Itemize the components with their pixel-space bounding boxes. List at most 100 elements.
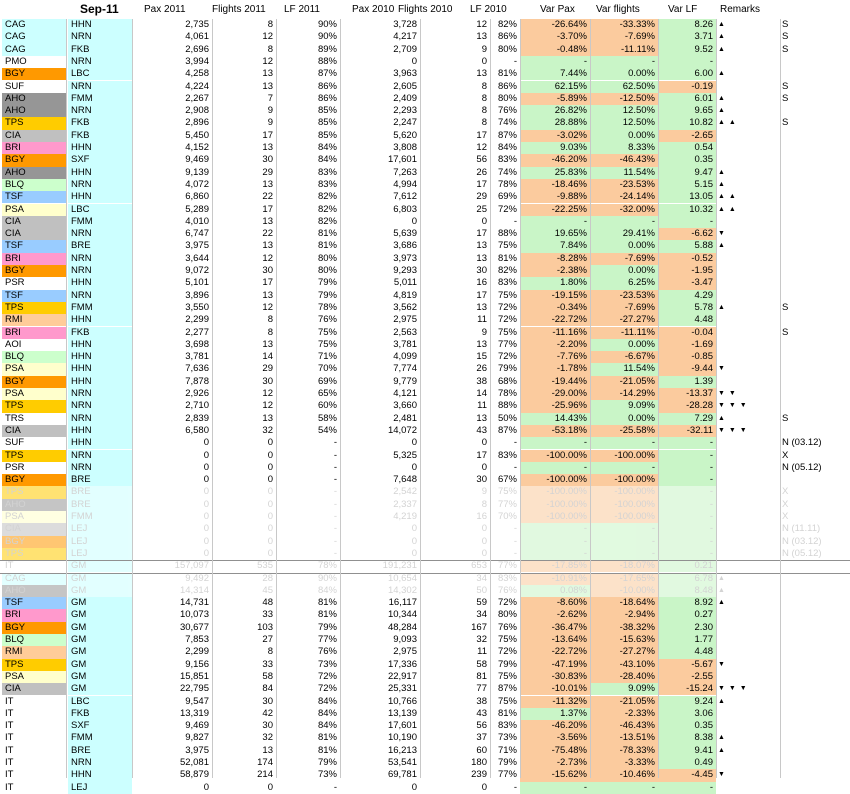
lf-2011-cell: 84%: [317, 707, 337, 719]
var-flights-cell: -43.10%: [590, 658, 658, 671]
remarks-cell: [782, 68, 850, 80]
var-lf-cell: -: [658, 547, 716, 561]
var-flights-cell: -7.69%: [590, 31, 658, 44]
origin-airport-cell: BRI: [2, 252, 66, 265]
var-lf-cell: -0.52: [658, 252, 716, 265]
var-lf-cell: 9.65: [658, 105, 716, 118]
lf-2010-cell: -: [513, 55, 517, 67]
origin-airport-cell: CIA: [2, 215, 66, 229]
grid-line: [658, 19, 659, 778]
pax-2010-cell: 10,344: [387, 609, 417, 621]
var-pax-cell: -10.01%: [520, 683, 590, 696]
lf-2010-cell: -: [513, 547, 517, 559]
flights-2011-cell: 13: [262, 289, 273, 301]
lf-2010-cell: 77%: [497, 338, 517, 350]
var-lf-cell: 0.54: [658, 142, 716, 155]
remarks-cell: [782, 265, 850, 277]
trend-arrows-cell: ▲: [718, 242, 726, 250]
table-row: BGY LBC 4,258 13 87% 3,963 13 81% 7.44% 0.00% 6.00…: [0, 68, 850, 81]
lf-2010-cell: 72%: [497, 597, 517, 609]
lf-2011-cell: 76%: [317, 314, 337, 326]
var-flights-cell: 9.09%: [590, 683, 658, 696]
destination-cell: NRN: [68, 265, 132, 278]
destination-cell: GM: [68, 572, 132, 585]
lf-2011-cell: 79%: [317, 621, 337, 633]
var-flights-cell: -11.11%: [590, 43, 658, 56]
flights-2010-cell: 17: [476, 178, 487, 190]
remarks-cell: [782, 720, 850, 732]
flights-2010-cell: 0: [481, 461, 487, 473]
flights-2010-cell: 0: [481, 55, 487, 67]
destination-cell: HHN: [68, 437, 132, 450]
flights-2011-cell: 14: [262, 351, 273, 363]
pax-2011-cell: 14,731: [179, 597, 209, 609]
var-lf-cell: 0.35: [658, 154, 716, 167]
pax-2010-cell: 0: [411, 781, 417, 793]
var-lf-cell: -0.19: [658, 80, 716, 93]
lf-2011-cell: 75%: [317, 338, 337, 350]
destination-cell: NRN: [68, 80, 132, 93]
pax-2011-cell: 4,258: [185, 68, 209, 80]
origin-airport-cell: PSA: [2, 388, 66, 401]
var-flights-cell: -21.05%: [590, 695, 658, 708]
flights-2010-cell: 16: [476, 511, 487, 522]
destination-cell: FKB: [68, 117, 132, 130]
pax-2011-cell: 15,851: [179, 670, 209, 682]
var-pax-cell: 14.43%: [520, 412, 590, 425]
flights-2011-cell: 13: [262, 178, 273, 190]
flights-2011-cell: 22: [262, 228, 273, 240]
flights-2010-cell: 43: [476, 424, 487, 436]
var-flights-cell: -: [590, 781, 658, 794]
var-flights-cell: -7.69%: [590, 252, 658, 265]
origin-airport-cell: BGY: [2, 474, 66, 487]
var-flights-cell: -12.50%: [590, 92, 658, 106]
pax-2011-cell: 7,878: [185, 375, 209, 387]
flights-2010-cell: 0: [481, 523, 487, 535]
origin-airport-cell: CIA: [2, 683, 66, 696]
pax-2010-cell: 4,121: [393, 388, 417, 399]
var-pax-cell: -100.00%: [520, 449, 590, 462]
var-pax-cell: -100.00%: [520, 474, 590, 487]
trend-arrows-cell: [718, 437, 778, 449]
destination-cell: FMM: [68, 215, 132, 229]
lf-2010-cell: 69%: [497, 191, 517, 203]
flights-2010-cell: 653: [471, 560, 487, 572]
lf-2010-cell: 87%: [497, 683, 517, 695]
lf-2011-cell: 81%: [317, 609, 337, 621]
destination-cell: LBC: [68, 695, 132, 708]
flights-2010-cell: 15: [476, 351, 487, 363]
trend-arrows-cell: [718, 671, 778, 683]
flights-2011-cell: 0: [267, 547, 273, 559]
remarks-cell: [782, 290, 850, 302]
pax-2011-cell: 0: [203, 449, 209, 461]
table-row: TPS LEJ 0 0-0 0- - - - N (05.12): [0, 547, 850, 561]
origin-airport-cell: CAG: [2, 572, 66, 585]
pax-2010-cell: 9,293: [393, 265, 417, 276]
pax-2010-cell: 4,219: [393, 511, 417, 522]
lf-2011-cell: 79%: [317, 757, 337, 768]
origin-airport-cell: IT: [2, 560, 66, 573]
lf-2011-cell: 86%: [317, 92, 337, 104]
origin-airport-cell: CIA: [2, 129, 66, 142]
pax-2011-cell: 0: [203, 535, 209, 547]
remarks-cell: S: [782, 92, 789, 104]
remarks-cell: [782, 240, 850, 252]
destination-cell: GM: [68, 584, 132, 598]
var-flights-cell: -100.00%: [590, 511, 658, 524]
destination-cell: HHN: [68, 375, 132, 388]
lf-2011-cell: 81%: [317, 732, 337, 744]
lf-2011-cell: 76%: [317, 646, 337, 658]
destination-cell: HHN: [68, 424, 132, 438]
destination-cell: HHN: [68, 314, 132, 327]
flights-2010-cell: 17: [476, 129, 487, 141]
trend-arrows-cell: [718, 462, 778, 474]
origin-airport-cell: BGY: [2, 265, 66, 278]
var-pax-cell: 62.15%: [520, 80, 590, 93]
flights-2010-cell: 8: [481, 498, 487, 510]
var-flights-cell: -28.40%: [590, 670, 658, 684]
lf-2011-cell: 75%: [317, 326, 337, 338]
lf-2011-cell: 78%: [317, 560, 337, 572]
trend-arrows-cell: ▼: [718, 365, 726, 373]
trend-arrows-cell: [718, 450, 778, 462]
flights-2011-cell: 0: [267, 486, 273, 498]
